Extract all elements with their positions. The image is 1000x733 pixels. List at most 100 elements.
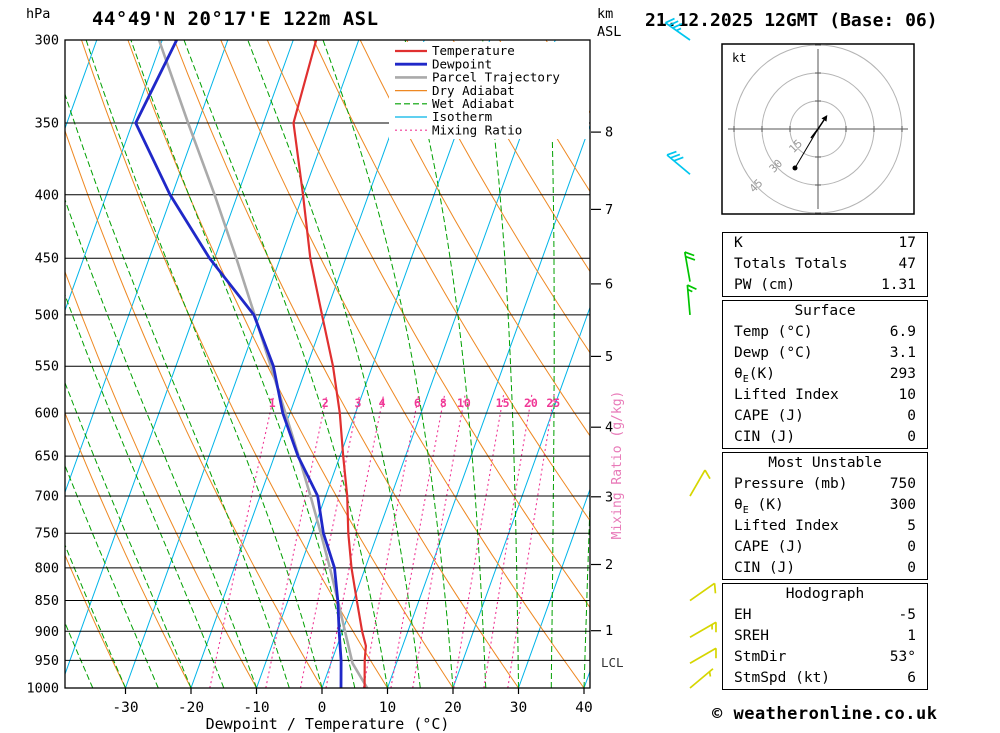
mixing-ratio-labels: 1 2 3 4 6 8 10 15 20 25 xyxy=(269,396,561,410)
stat-label: K xyxy=(734,235,743,251)
svg-text:5: 5 xyxy=(605,349,613,365)
stat-value: 300 xyxy=(889,497,916,513)
stat-value: 0 xyxy=(907,560,916,576)
wind-barb-icon xyxy=(689,582,717,602)
legend-label: Dewpoint xyxy=(432,56,492,71)
asl-unit-label: ASL xyxy=(597,24,622,40)
stat-row: StmSpd (kt) 6 xyxy=(723,668,927,689)
legend-label: Isotherm xyxy=(432,109,492,124)
stat-label: Temp (°C) xyxy=(734,324,813,340)
legend-label: Wet Adiabat xyxy=(432,96,515,111)
svg-text:900: 900 xyxy=(35,624,59,640)
svg-text:800: 800 xyxy=(35,560,59,576)
stat-value: 6.9 xyxy=(889,324,916,340)
stat-row: Temp (°C) 6.9 xyxy=(723,322,927,343)
stat-value: 1.31 xyxy=(881,277,916,293)
stat-value: 1 xyxy=(907,628,916,644)
svg-text:850: 850 xyxy=(35,593,59,609)
svg-text:25: 25 xyxy=(546,396,560,410)
stats-panel: K 17 Totals Totals 47 PW (cm) 1.31 Surface Temp… xyxy=(722,232,928,693)
svg-text:-30: -30 xyxy=(112,700,138,716)
stat-row: PW (cm) 1.31 xyxy=(723,275,927,296)
skewt-chart: 1 2 3 4 6 8 10 15 20 25TemperatureDewpointParcel … xyxy=(26,17,717,733)
stat-label: EH xyxy=(734,607,752,623)
stat-label: Lifted Index xyxy=(734,518,839,534)
stat-value: 0 xyxy=(907,408,916,424)
mixing-ratio-axis-label: Mixing Ratio (g/kg) xyxy=(610,391,625,540)
svg-text:700: 700 xyxy=(35,489,59,505)
wind-barb-icon xyxy=(689,621,717,638)
wind-barb-icon xyxy=(664,17,691,41)
svg-text:2: 2 xyxy=(322,396,329,410)
stat-value: 293 xyxy=(889,366,916,382)
page-title: 44°49'N 20°17'E 122m ASL xyxy=(92,8,379,30)
stat-label: PW (cm) xyxy=(734,277,796,293)
temperature-curve xyxy=(292,40,368,688)
stat-row: CIN (J) 0 xyxy=(723,427,927,448)
svg-text:6: 6 xyxy=(605,276,613,292)
sounding-curves xyxy=(134,40,369,688)
x-axis-title: Dewpoint / Temperature (°C) xyxy=(206,715,450,733)
chart-frame xyxy=(64,39,591,689)
km-axis: 1 2 3 4 5 6 7 8 xyxy=(591,125,613,639)
stat-label: θE (K) xyxy=(734,497,784,516)
stat-label: StmDir xyxy=(734,649,787,665)
wind-barb-icon xyxy=(683,251,696,282)
stat-value: 10 xyxy=(898,387,916,403)
svg-text:1: 1 xyxy=(269,396,276,410)
svg-text:650: 650 xyxy=(35,449,59,465)
svg-text:20: 20 xyxy=(524,396,538,410)
stat-row: Dewp (°C) 3.1 xyxy=(723,343,927,364)
svg-text:550: 550 xyxy=(35,359,59,375)
stat-label: CIN (J) xyxy=(734,429,796,445)
stat-row: θE (K) 300 xyxy=(723,495,927,516)
svg-text:30: 30 xyxy=(510,700,527,716)
storm-motion-dot xyxy=(792,165,798,171)
lcl-label: LCL xyxy=(601,655,624,670)
stat-row: StmDir 53° xyxy=(723,647,927,668)
wind-barb-icon xyxy=(689,469,711,497)
stat-value: 5 xyxy=(907,518,916,534)
stat-value: 6 xyxy=(907,670,916,686)
stat-row: Pressure (mb) 750 xyxy=(723,474,927,495)
wind-barb-icon xyxy=(686,284,697,316)
wind-barb-icon xyxy=(666,150,691,175)
stat-label: Lifted Index xyxy=(734,387,839,403)
svg-text:2: 2 xyxy=(605,557,613,573)
svg-text:15: 15 xyxy=(496,396,510,410)
svg-text:3: 3 xyxy=(605,489,613,505)
stat-label: CIN (J) xyxy=(734,560,796,576)
svg-text:10: 10 xyxy=(379,700,396,716)
stat-label: Totals Totals xyxy=(734,256,848,272)
stat-label: Dewp (°C) xyxy=(734,345,813,361)
stat-value: -5 xyxy=(898,607,916,623)
legend-label: Temperature xyxy=(432,43,515,58)
svg-text:300: 300 xyxy=(35,33,59,49)
stats-table-hodograph: Hodograph EH -5 SREH 1 StmDir 53° StmSpd (kt) 6 xyxy=(722,583,928,690)
dewpoint-curve xyxy=(134,40,343,688)
svg-text:600: 600 xyxy=(35,406,59,422)
svg-text:8: 8 xyxy=(605,125,613,141)
wind-barbs xyxy=(664,17,717,689)
hodograph-trace xyxy=(810,119,825,139)
stat-value: 17 xyxy=(898,235,916,251)
copyright-text: © weatheronline.co.uk xyxy=(712,704,938,724)
svg-text:0: 0 xyxy=(318,700,327,716)
svg-text:6: 6 xyxy=(414,396,421,410)
stat-value: 0 xyxy=(907,429,916,445)
stat-row: CIN (J) 0 xyxy=(723,558,927,579)
svg-text:-10: -10 xyxy=(243,700,269,716)
stat-value: 47 xyxy=(898,256,916,272)
svg-text:10: 10 xyxy=(457,396,471,410)
legend-label: Dry Adiabat xyxy=(432,83,515,98)
stat-label: Pressure (mb) xyxy=(734,476,848,492)
svg-text:4: 4 xyxy=(605,420,613,436)
svg-text:7: 7 xyxy=(605,202,613,218)
svg-text:350: 350 xyxy=(35,116,59,132)
stat-row: Totals Totals 47 xyxy=(723,254,927,275)
stat-label: θE(K) xyxy=(734,366,775,385)
legend-label: Mixing Ratio xyxy=(432,122,522,137)
stat-label: CAPE (J) xyxy=(734,539,804,555)
